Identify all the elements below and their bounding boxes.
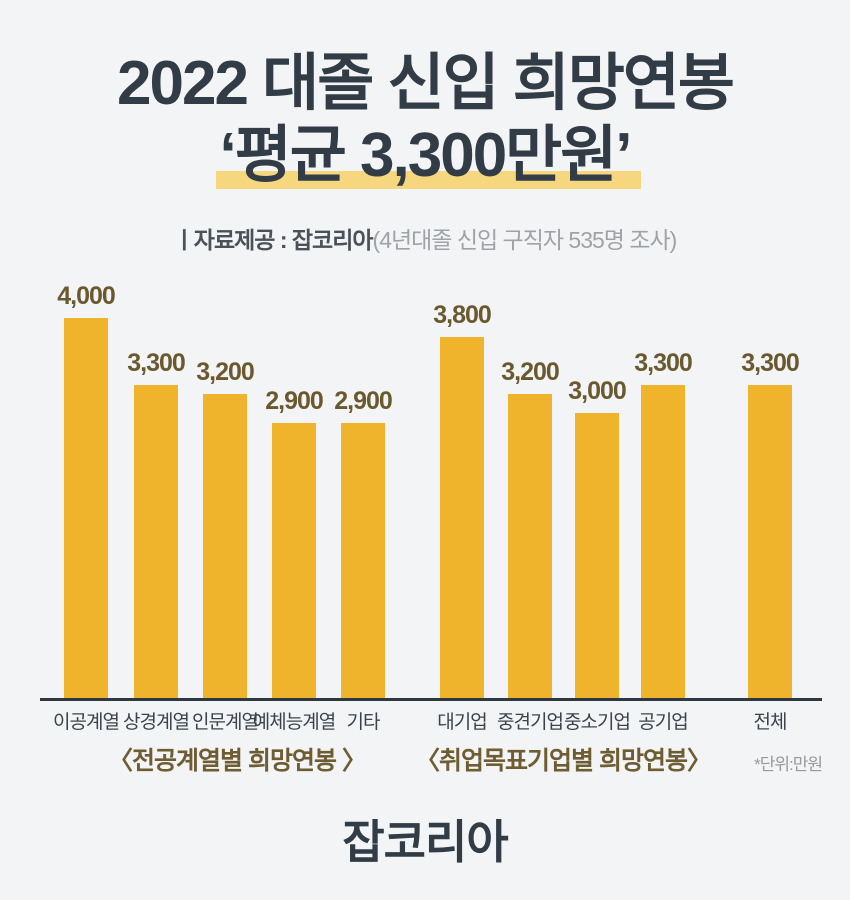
jobkorea-logo: 잡코리아 [342,816,508,868]
data-source-note: ㅣ자료제공 : 잡코리아(4년대졸 신입 구직자 535명 조사) [0,221,850,255]
bar [341,423,385,700]
category-axis-labels: 이공계열 상경계열 인문계열 예체능계열 기타 대기업 중견기업 중소기업 공기업 전체 [0,707,850,735]
right-chart-title: 〈취업목표기업별 희망연봉〉 [415,747,712,775]
source-label: ㅣ자료제공 : 잡코리아 [173,227,374,253]
bar-category-label: 기타 [346,712,381,733]
bar [64,318,108,700]
bar [440,337,484,700]
bar-value-label: 2,900 [334,387,393,415]
bar-category-label: 상경계열 [123,712,190,733]
bar [134,385,178,700]
title-line-2-highlighted: ‘평균 3,300만원’ [215,120,641,190]
bar-value-label: 3,300 [127,349,186,377]
bar-category-label: 전체 [753,712,788,733]
bar-category-label: 이공계열 [53,712,120,733]
bar-category-label: 중견기업 [497,712,564,733]
bar [641,385,685,700]
bar [203,394,247,700]
bar-value-label: 3,300 [741,349,800,377]
bar [272,423,316,700]
bar-category-label: 예체능계열 [252,712,336,733]
x-axis-line [40,698,822,701]
bar-category-label: 대기업 [437,712,487,733]
bar-value-label: 4,000 [57,282,116,310]
bar-value-label: 3,300 [634,349,693,377]
bar-chart-plot-area: 4,000 3,300 3,200 2,900 2,900 3,800 3,200 3,000… [0,282,850,700]
bar-value-label: 3,200 [196,358,255,386]
bar-value-label: 3,000 [568,377,627,405]
title-line-1: 2022 대졸 신입 희망연봉 [117,49,735,118]
bar-category-label: 중소기업 [564,712,631,733]
bar-category-label: 공기업 [638,712,688,733]
bar-value-label: 2,900 [265,387,324,415]
bar-value-label: 3,200 [501,358,560,386]
unit-note: *단위:만원 [754,755,823,774]
page-title: 2022 대졸 신입 희망연봉 ‘평균 3,300만원’ [0,48,850,192]
left-chart-title: 〈전공계열별 희망연봉 〉 [108,747,367,775]
bar [748,385,792,700]
bar-category-label: 인문계열 [192,712,259,733]
bar-value-label: 3,800 [433,301,492,329]
bar [508,394,552,700]
bar [575,413,619,700]
survey-note: (4년대졸 신입 구직자 535명 조사) [372,227,678,253]
